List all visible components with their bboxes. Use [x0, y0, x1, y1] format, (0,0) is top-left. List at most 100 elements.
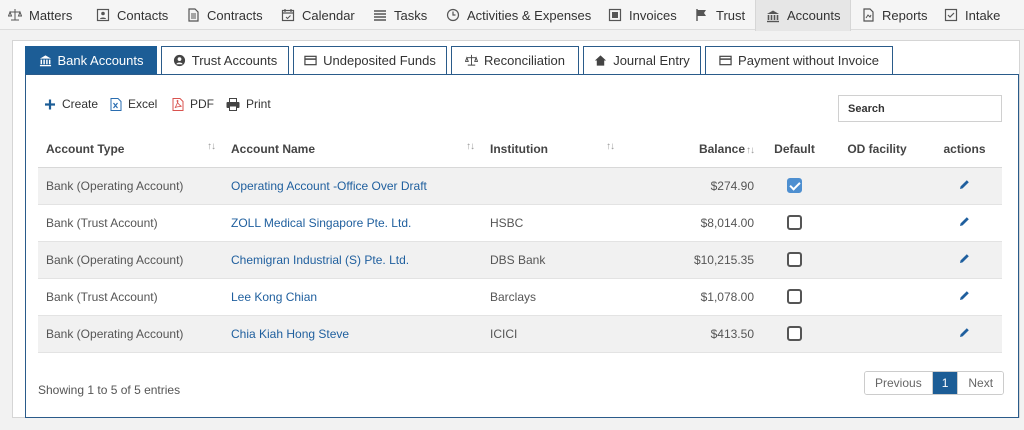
edit-pencil-icon[interactable] — [959, 216, 970, 227]
nav-item-trust[interactable]: Trust — [695, 0, 745, 30]
account-name-link[interactable]: Lee Kong Chian — [223, 278, 482, 316]
nav-label-contacts: Contacts — [117, 7, 169, 23]
cell-institution: ICICI — [482, 315, 622, 353]
next-page-button[interactable]: Next — [957, 372, 1004, 394]
tab-reconciliation[interactable]: Reconciliation — [451, 46, 579, 75]
account-name-link[interactable]: ZOLL Medical Singapore Pte. Ltd. — [223, 204, 482, 242]
header-label: actions — [943, 142, 986, 157]
nav-label-invoices: Invoices — [629, 7, 677, 23]
nav-item-invoices[interactable]: Invoices — [608, 0, 677, 30]
create-button[interactable]: Create — [44, 97, 98, 111]
cell-balance: $1,078.00 — [622, 278, 762, 316]
account-name-link[interactable]: Chia Kiah Hong Steve — [223, 315, 482, 353]
default-checkbox[interactable] — [787, 326, 802, 342]
cell-od-facility — [827, 204, 927, 242]
excel-icon — [110, 97, 122, 111]
sort-icon[interactable]: ↑↓ — [746, 145, 755, 157]
table-body: Bank (Operating Account) Operating Accou… — [38, 167, 1002, 353]
tab-journal-entry[interactable]: Journal Entry — [583, 46, 701, 75]
cell-account-type: Bank (Operating Account) — [38, 315, 223, 353]
tab-label: Payment without Invoice — [738, 53, 879, 68]
edit-pencil-icon[interactable] — [959, 327, 970, 338]
bank-icon — [39, 55, 51, 67]
page-1-button[interactable]: 1 — [932, 372, 958, 394]
tab-bank-accounts[interactable]: Bank Accounts — [25, 46, 157, 75]
cell-account-type: Bank (Trust Account) — [38, 278, 223, 316]
sort-icon[interactable]: ↑↓ — [606, 141, 615, 152]
invoice-icon — [608, 8, 622, 22]
cell-actions — [927, 278, 1002, 316]
cell-default — [762, 167, 827, 205]
cell-balance: $8,014.00 — [622, 204, 762, 242]
excel-label: Excel — [128, 97, 158, 111]
nav-item-contracts[interactable]: Contracts — [186, 0, 263, 30]
default-checkbox[interactable] — [787, 178, 802, 194]
list-icon — [374, 10, 386, 21]
entries-info: Showing 1 to 5 of 5 entries — [38, 383, 181, 397]
tab-payment-without-invoice[interactable]: Payment without Invoice — [705, 46, 893, 75]
default-checkbox[interactable] — [787, 289, 802, 305]
column-header-account-type[interactable]: Account Type ↑↓ — [38, 132, 223, 168]
nav-item-intake[interactable]: Intake — [944, 0, 1000, 30]
column-header-balance[interactable]: Balance↑↓ — [622, 132, 762, 168]
default-checkbox[interactable] — [787, 252, 802, 268]
header-label: Institution — [490, 142, 548, 157]
edit-pencil-icon[interactable] — [959, 253, 970, 264]
cell-institution: DBS Bank — [482, 241, 622, 279]
nav-item-reports[interactable]: Reports — [861, 0, 928, 30]
nav-item-matters[interactable]: Matters — [8, 0, 72, 30]
cell-institution: Barclays — [482, 278, 622, 316]
nav-item-calendar[interactable]: Calendar — [281, 0, 355, 30]
nav-item-accounts[interactable]: Accounts — [755, 0, 852, 31]
cell-default — [762, 204, 827, 242]
cell-od-facility — [827, 167, 927, 205]
nav-label-trust: Trust — [716, 7, 746, 23]
cell-institution: HSBC — [482, 204, 622, 242]
cell-od-facility — [827, 241, 927, 279]
nav-item-activities[interactable]: Activities & Expenses — [446, 0, 591, 30]
nav-label-accounts: Accounts — [787, 8, 841, 23]
cell-od-facility — [827, 315, 927, 353]
column-header-actions: actions — [927, 132, 1002, 168]
cell-default — [762, 278, 827, 316]
column-header-institution[interactable]: Institution ↑↓ — [482, 132, 622, 168]
nav-label-matters: Matters — [29, 7, 73, 23]
nav-item-contacts[interactable]: Contacts — [96, 0, 168, 30]
cell-balance: $274.90 — [622, 167, 762, 205]
pdf-icon — [172, 97, 184, 111]
search-input[interactable] — [838, 95, 1002, 122]
default-checkbox[interactable] — [787, 215, 802, 231]
account-name-link[interactable]: Chemigran Industrial (S) Pte. Ltd. — [223, 241, 482, 279]
tab-trust-accounts[interactable]: Trust Accounts — [161, 46, 289, 75]
user-circle-icon — [173, 54, 185, 67]
edit-pencil-icon[interactable] — [959, 179, 970, 190]
print-button[interactable]: Print — [226, 97, 271, 111]
column-header-od-facility: OD facility — [827, 132, 927, 168]
pdf-label: PDF — [190, 97, 214, 111]
cell-actions — [927, 167, 1002, 205]
column-header-account-name[interactable]: Account Name ↑↓ — [223, 132, 482, 168]
cell-default — [762, 241, 827, 279]
sort-icon[interactable]: ↑↓ — [207, 141, 216, 152]
pdf-button[interactable]: PDF — [172, 97, 214, 111]
bank-accounts-content: Create Excel PDF Print Account Type ↑↓ Ac… — [25, 74, 1019, 418]
table-header-row: Account Type ↑↓ Account Name ↑↓ Institutio… — [38, 132, 1002, 168]
nav-label-intake: Intake — [965, 7, 1001, 23]
header-label: Default — [774, 142, 815, 157]
top-nav: Matters Contacts Contracts Calendar Task… — [0, 0, 1024, 31]
nav-label-reports: Reports — [882, 7, 928, 23]
edit-pencil-icon[interactable] — [959, 290, 970, 301]
flag-icon — [696, 9, 706, 21]
nav-item-tasks[interactable]: Tasks — [373, 0, 427, 30]
clock-icon — [446, 8, 460, 22]
intake-icon — [944, 8, 958, 22]
column-header-default: Default — [762, 132, 827, 168]
accounts-panel: Bank Accounts Trust Accounts Undeposited… — [12, 40, 1020, 418]
cell-balance: $413.50 — [622, 315, 762, 353]
account-name-link[interactable]: Operating Account -Office Over Draft — [223, 167, 482, 205]
sort-icon[interactable]: ↑↓ — [466, 141, 475, 152]
tab-undeposited-funds[interactable]: Undeposited Funds — [293, 46, 447, 75]
previous-page-button[interactable]: Previous — [865, 372, 933, 394]
nav-label-calendar: Calendar — [302, 7, 355, 23]
excel-button[interactable]: Excel — [110, 97, 157, 111]
